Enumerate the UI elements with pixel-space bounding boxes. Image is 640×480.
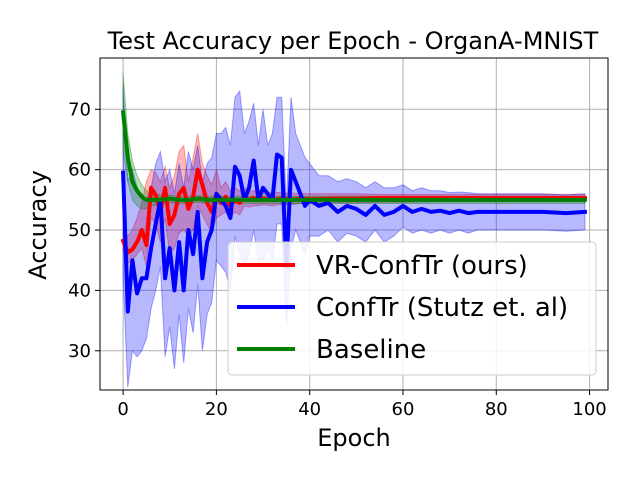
x-tick-label: 0 xyxy=(117,399,128,420)
y-axis-title: Accuracy xyxy=(24,170,52,280)
plot-frame xyxy=(99,57,609,391)
x-tick-label: 20 xyxy=(205,399,228,420)
x-tick-label: 60 xyxy=(392,399,415,420)
y-tick-label: 70 xyxy=(68,99,91,120)
y-tick-label: 60 xyxy=(68,160,91,181)
x-axis-title: Epoch xyxy=(317,424,391,452)
axis-ticks: 0 20 40 60 80 100 30 40 50 60 70 xyxy=(68,99,607,420)
legend-frame xyxy=(227,241,597,376)
legend: VR-ConfTr (ours) ConfTr (Stutz et. al) B… xyxy=(227,241,597,376)
series-lines xyxy=(120,110,588,314)
line-baseline xyxy=(120,110,587,202)
legend-label-baseline: Baseline xyxy=(316,335,426,365)
band-conftr-stutz-et-al xyxy=(122,85,586,388)
x-tick-label: 80 xyxy=(485,399,508,420)
chart-title: Test Accuracy per Epoch - OrganA-MNIST xyxy=(107,27,599,55)
y-tick-label: 50 xyxy=(68,220,91,241)
x-tick-label: 100 xyxy=(572,399,606,420)
y-tick-label: 40 xyxy=(68,280,91,301)
legend-label-vr-conftr: VR-ConfTr (ours) xyxy=(316,251,528,281)
x-tick-label: 40 xyxy=(298,399,321,420)
legend-label-conftr: ConfTr (Stutz et. al) xyxy=(316,293,568,323)
y-tick-label: 30 xyxy=(68,341,91,362)
